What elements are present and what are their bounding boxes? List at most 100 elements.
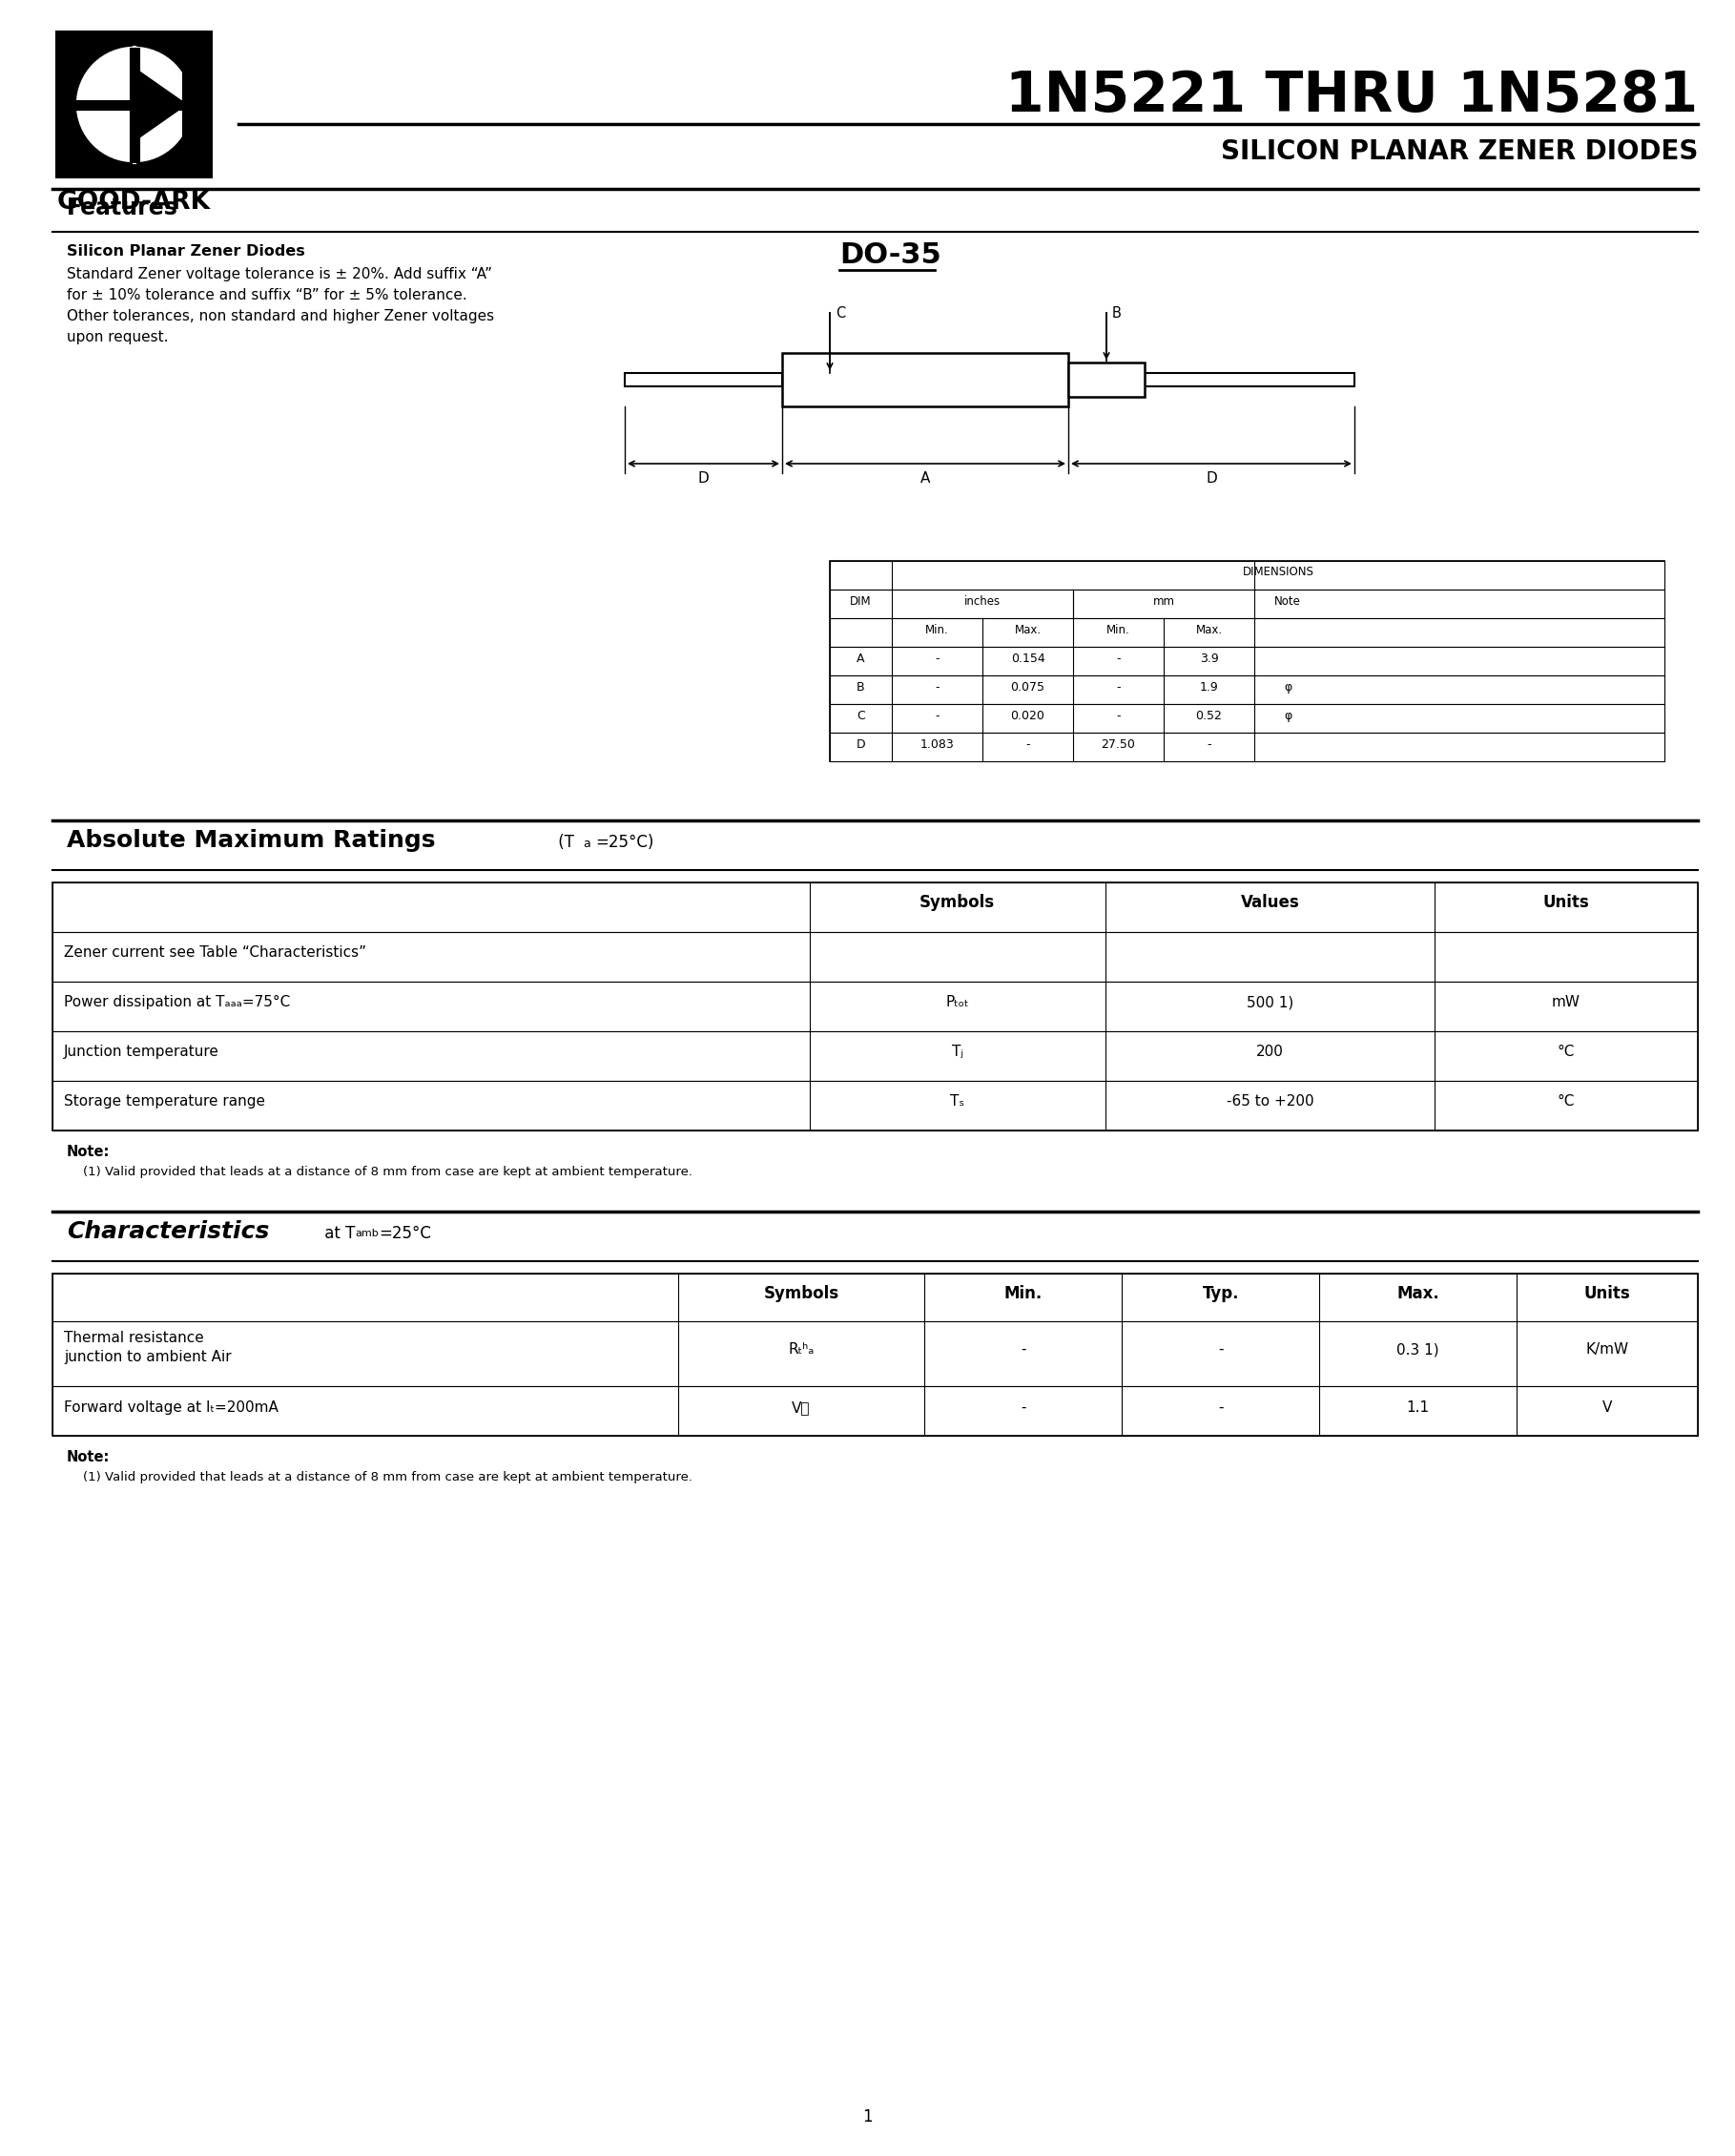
Text: Tₛ: Tₛ xyxy=(951,1095,965,1108)
Text: 1.083: 1.083 xyxy=(920,737,954,750)
Text: GOOD-ARK: GOOD-ARK xyxy=(57,190,210,216)
Text: 1.1: 1.1 xyxy=(1407,1401,1430,1414)
Text: Other tolerances, non standard and higher Zener voltages: Other tolerances, non standard and highe… xyxy=(66,308,494,323)
Bar xyxy=(56,30,213,179)
Text: -: - xyxy=(1218,1401,1223,1414)
Text: (T: (T xyxy=(553,834,574,852)
Text: -: - xyxy=(1116,681,1121,694)
Text: SILICON PLANAR ZENER DIODES: SILICON PLANAR ZENER DIODES xyxy=(1220,138,1699,166)
Text: mm: mm xyxy=(1152,595,1175,608)
Text: Pₜₒₜ: Pₜₒₜ xyxy=(946,996,970,1009)
Bar xyxy=(782,354,1069,405)
Bar xyxy=(1069,362,1145,397)
Bar xyxy=(52,1031,1699,1080)
Text: Absolute Maximum Ratings: Absolute Maximum Ratings xyxy=(66,830,435,852)
Text: B: B xyxy=(857,681,866,694)
Text: =25°C: =25°C xyxy=(378,1225,430,1242)
Text: D: D xyxy=(1206,472,1216,485)
Text: 0.52: 0.52 xyxy=(1195,709,1221,722)
Text: D: D xyxy=(697,472,710,485)
Text: C: C xyxy=(836,306,845,321)
Text: -: - xyxy=(1020,1343,1025,1356)
Text: Units: Units xyxy=(1584,1285,1631,1302)
Text: φ: φ xyxy=(1284,709,1291,722)
Text: -: - xyxy=(1020,1401,1025,1414)
Text: Power dissipation at Tₐₐₐ=75°C: Power dissipation at Tₐₐₐ=75°C xyxy=(64,996,290,1009)
Bar xyxy=(52,1080,1699,1130)
Text: mW: mW xyxy=(1551,996,1581,1009)
Text: Junction temperature: Junction temperature xyxy=(64,1046,219,1059)
Text: Forward voltage at Iₜ=200mA: Forward voltage at Iₜ=200mA xyxy=(64,1401,278,1414)
Text: V₟: V₟ xyxy=(791,1401,810,1414)
Text: Note: Note xyxy=(1275,595,1301,608)
Text: Min.: Min. xyxy=(925,623,949,636)
Text: -: - xyxy=(935,653,939,664)
Text: K/mW: K/mW xyxy=(1586,1343,1629,1356)
Text: Max.: Max. xyxy=(1015,623,1041,636)
Text: Note:: Note: xyxy=(66,1451,109,1464)
Text: upon request.: upon request. xyxy=(66,330,168,345)
Text: A: A xyxy=(857,653,864,664)
Text: φ: φ xyxy=(1284,681,1291,694)
Text: Values: Values xyxy=(1241,895,1300,912)
Bar xyxy=(52,882,1699,1130)
Bar xyxy=(52,1322,1699,1386)
Text: Storage temperature range: Storage temperature range xyxy=(64,1095,265,1108)
Text: =25°C): =25°C) xyxy=(595,834,654,852)
Text: DIMENSIONS: DIMENSIONS xyxy=(1242,565,1313,578)
Text: °C: °C xyxy=(1558,1095,1575,1108)
Text: 0.075: 0.075 xyxy=(1010,681,1044,694)
Text: DIM: DIM xyxy=(850,595,871,608)
Text: Silicon Planar Zener Diodes: Silicon Planar Zener Diodes xyxy=(66,244,305,259)
Text: Standard Zener voltage tolerance is ± 20%. Add suffix “A”: Standard Zener voltage tolerance is ± 20… xyxy=(66,267,493,282)
Text: Zener current see Table “Characteristics”: Zener current see Table “Characteristics… xyxy=(64,944,366,959)
Text: 1.9: 1.9 xyxy=(1199,681,1218,694)
Text: -: - xyxy=(1025,737,1031,750)
Text: Units: Units xyxy=(1542,895,1589,912)
Text: Note:: Note: xyxy=(66,1145,109,1160)
Text: -: - xyxy=(935,709,939,722)
Text: Symbols: Symbols xyxy=(920,895,996,912)
Text: -: - xyxy=(1116,653,1121,664)
Text: inches: inches xyxy=(965,595,1001,608)
Text: 0.154: 0.154 xyxy=(1012,653,1044,664)
Bar xyxy=(829,589,1664,619)
Text: C: C xyxy=(857,709,866,722)
Text: for ± 10% tolerance and suffix “B” for ± 5% tolerance.: for ± 10% tolerance and suffix “B” for ±… xyxy=(66,289,467,302)
Text: 27.50: 27.50 xyxy=(1102,737,1135,750)
Text: -: - xyxy=(1116,709,1121,722)
Text: -: - xyxy=(1218,1343,1223,1356)
Bar xyxy=(52,931,1699,981)
Text: 1N5221 THRU 1N5281: 1N5221 THRU 1N5281 xyxy=(1005,69,1699,123)
Text: D: D xyxy=(857,737,866,750)
Text: (1) Valid provided that leads at a distance of 8 mm from case are kept at ambien: (1) Valid provided that leads at a dista… xyxy=(66,1470,692,1483)
Bar xyxy=(829,619,1664,647)
Bar xyxy=(52,1274,1699,1436)
Text: °C: °C xyxy=(1558,1046,1575,1059)
Text: Max.: Max. xyxy=(1397,1285,1440,1302)
Text: Rₜʰₐ: Rₜʰₐ xyxy=(788,1343,814,1356)
Text: Max.: Max. xyxy=(1195,623,1223,636)
Bar xyxy=(829,561,1664,761)
Text: -: - xyxy=(935,681,939,694)
Text: 3.9: 3.9 xyxy=(1199,653,1218,664)
Text: (1) Valid provided that leads at a distance of 8 mm from case are kept at ambien: (1) Valid provided that leads at a dista… xyxy=(66,1166,692,1177)
Text: junction to ambient Air: junction to ambient Air xyxy=(64,1350,231,1365)
Text: Min.: Min. xyxy=(1107,623,1129,636)
Bar xyxy=(829,647,1664,675)
Polygon shape xyxy=(139,71,186,138)
Text: Min.: Min. xyxy=(1005,1285,1043,1302)
Text: A: A xyxy=(920,472,930,485)
Text: amb: amb xyxy=(356,1229,378,1238)
Circle shape xyxy=(76,47,191,162)
Text: -65 to +200: -65 to +200 xyxy=(1227,1095,1313,1108)
Text: 0.3 1): 0.3 1) xyxy=(1397,1343,1440,1356)
Text: 0.020: 0.020 xyxy=(1010,709,1044,722)
Text: Symbols: Symbols xyxy=(763,1285,838,1302)
Text: a: a xyxy=(583,837,590,849)
Text: V: V xyxy=(1603,1401,1612,1414)
Text: Thermal resistance: Thermal resistance xyxy=(64,1330,205,1345)
Bar xyxy=(52,1386,1699,1436)
Text: DO-35: DO-35 xyxy=(840,241,940,270)
Bar xyxy=(829,705,1664,733)
